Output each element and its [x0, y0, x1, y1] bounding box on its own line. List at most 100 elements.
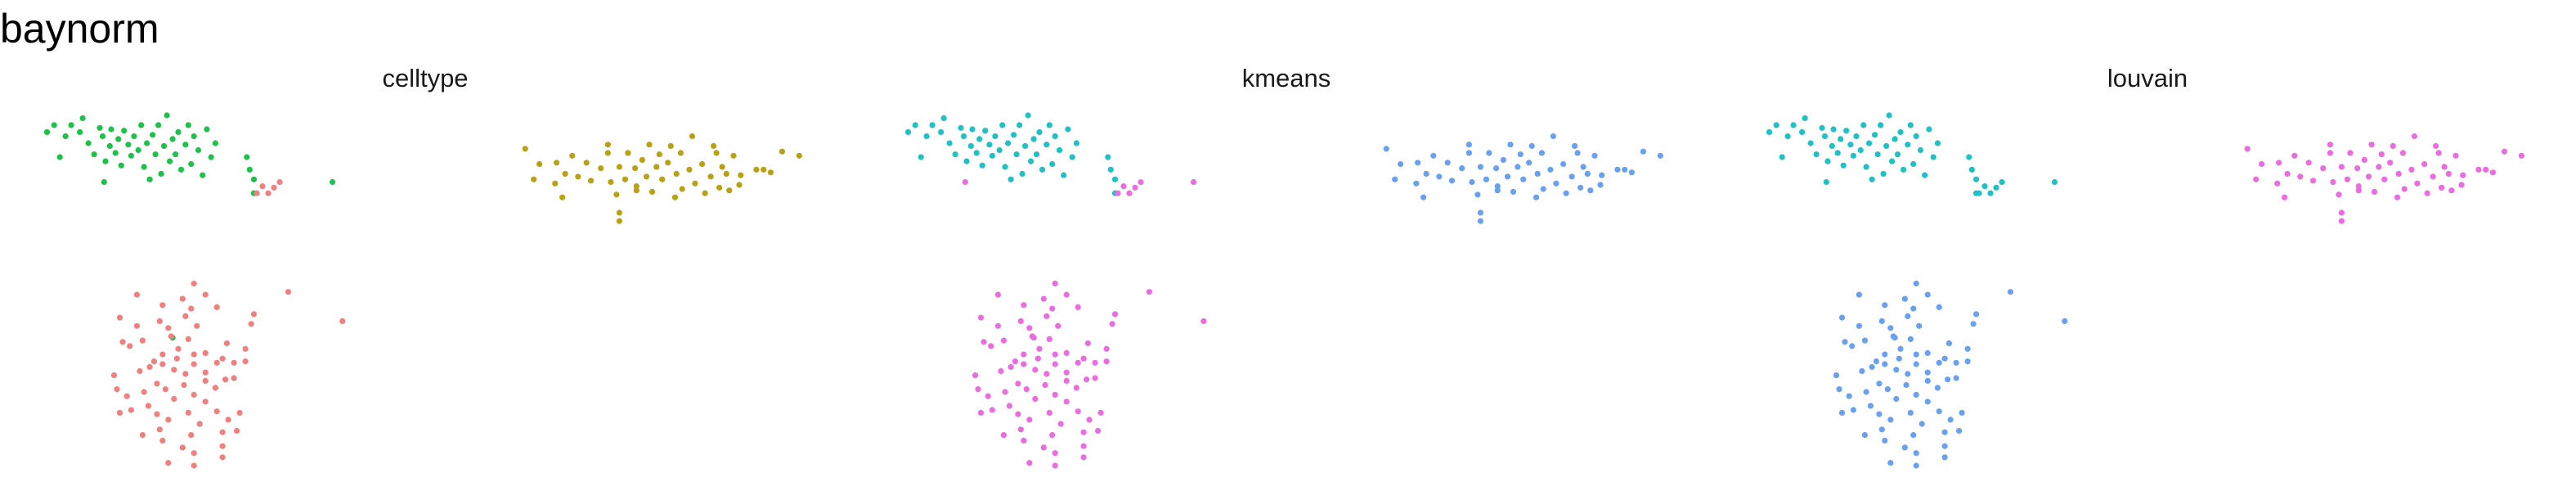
data-point	[1913, 391, 1919, 398]
data-point	[1876, 381, 1883, 387]
data-point	[208, 154, 214, 160]
data-point	[248, 321, 254, 327]
data-point	[1829, 142, 1835, 149]
data-point	[1049, 305, 1056, 312]
data-point	[191, 391, 197, 398]
facet-kmeans: kmeans	[904, 64, 1663, 469]
data-point	[988, 343, 994, 349]
data-point	[1574, 150, 1581, 156]
data-point	[1936, 408, 1942, 415]
data-point	[219, 355, 226, 362]
data-point	[958, 124, 964, 131]
data-point	[1640, 148, 1646, 155]
data-point	[1856, 322, 1862, 329]
data-point	[1893, 367, 1900, 373]
data-point	[116, 314, 123, 321]
data-point	[2439, 184, 2445, 191]
data-point	[982, 128, 989, 134]
data-point	[1465, 150, 1472, 156]
data-point	[1034, 355, 1041, 362]
data-point	[1486, 150, 1492, 156]
data-point	[188, 160, 195, 168]
data-point	[1813, 151, 1820, 158]
data-point	[1853, 133, 1860, 140]
data-point	[2371, 188, 2378, 195]
data-point	[1146, 289, 1152, 295]
data-point	[912, 122, 918, 128]
data-point	[972, 372, 979, 379]
data-point	[1065, 126, 1071, 133]
data-point	[1075, 304, 1081, 310]
data-point	[992, 133, 999, 140]
data-point	[726, 187, 733, 194]
data-point	[188, 432, 195, 439]
data-point	[1477, 218, 1483, 224]
data-point	[2327, 150, 2333, 156]
data-point	[1073, 385, 1079, 391]
data-point	[202, 369, 209, 376]
data-point	[979, 162, 985, 169]
data-point	[156, 426, 163, 433]
data-point	[119, 339, 126, 345]
data-point	[552, 180, 559, 187]
data-point	[1913, 133, 1919, 140]
data-point	[1075, 359, 1081, 366]
data-point	[767, 169, 774, 176]
data-point	[692, 180, 698, 187]
data-point	[1838, 136, 1844, 142]
data-point	[1080, 443, 1087, 449]
data-point	[1392, 176, 1398, 182]
data-point	[2297, 173, 2304, 180]
data-point	[185, 122, 191, 128]
data-point	[1863, 164, 1869, 170]
data-point	[234, 427, 240, 435]
data-point	[2062, 318, 2068, 324]
data-point	[1043, 371, 1050, 377]
data-point	[1884, 386, 1891, 393]
data-point	[1849, 343, 1856, 349]
data-point	[667, 142, 674, 149]
data-point	[2354, 165, 2361, 172]
data-point	[2395, 170, 2402, 177]
data-point	[1019, 170, 1025, 177]
data-point	[1913, 361, 1919, 367]
data-point	[2424, 190, 2430, 196]
data-point	[1002, 389, 1008, 395]
data-point	[1444, 160, 1451, 166]
data-point	[1052, 391, 1058, 398]
data-point	[2253, 176, 2260, 182]
data-point	[2458, 182, 2465, 188]
page-title: baynorm	[0, 6, 159, 52]
data-point	[2460, 172, 2466, 178]
data-point	[1842, 339, 1848, 345]
data-point	[796, 152, 802, 159]
data-point	[613, 191, 620, 198]
data-point	[779, 148, 786, 155]
data-point	[144, 140, 150, 146]
data-point	[222, 376, 229, 383]
data-point	[1987, 190, 1994, 196]
data-point	[677, 150, 684, 156]
data-point	[194, 322, 200, 329]
data-point	[1520, 176, 1527, 182]
data-point	[158, 170, 164, 177]
data-point	[986, 142, 993, 148]
data-point	[1924, 349, 1931, 356]
data-point	[2401, 186, 2408, 192]
data-point	[2411, 133, 2417, 140]
data-point	[2291, 152, 2298, 159]
data-point	[173, 355, 180, 362]
data-point	[999, 122, 1006, 128]
data-point	[195, 146, 202, 154]
data-point	[1830, 126, 1837, 133]
data-point	[1063, 377, 1070, 384]
data-point	[1970, 321, 1977, 327]
data-point	[188, 305, 195, 312]
data-point	[2365, 173, 2372, 180]
data-point	[973, 150, 980, 156]
data-point	[699, 160, 706, 168]
data-point	[1924, 369, 1931, 376]
data-point	[213, 304, 220, 310]
data-point	[1057, 421, 1064, 427]
data-point	[1075, 408, 1081, 415]
